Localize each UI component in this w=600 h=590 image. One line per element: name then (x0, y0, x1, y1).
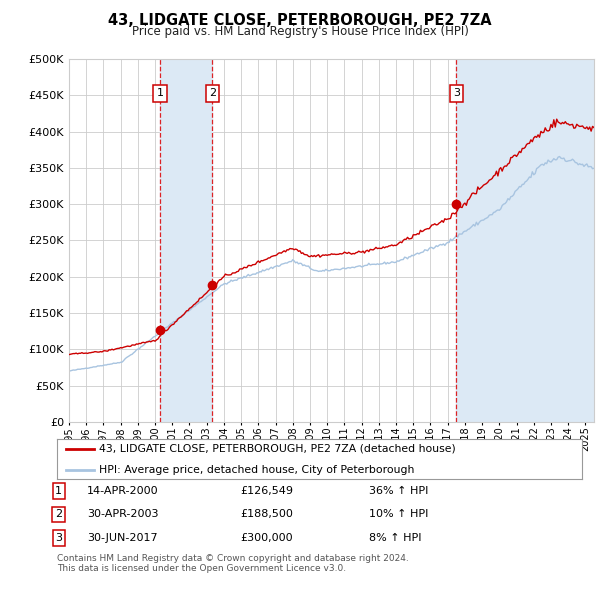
Text: 3: 3 (453, 88, 460, 99)
Text: 30-APR-2003: 30-APR-2003 (87, 510, 158, 519)
Text: 2: 2 (209, 88, 216, 99)
Text: 2: 2 (55, 510, 62, 519)
Text: 1: 1 (157, 88, 164, 99)
Text: 43, LIDGATE CLOSE, PETERBOROUGH, PE2 7ZA (detached house): 43, LIDGATE CLOSE, PETERBOROUGH, PE2 7ZA… (99, 444, 456, 454)
Text: 43, LIDGATE CLOSE, PETERBOROUGH, PE2 7ZA: 43, LIDGATE CLOSE, PETERBOROUGH, PE2 7ZA (108, 13, 492, 28)
Bar (160, 59, 212, 422)
Text: £188,500: £188,500 (240, 510, 293, 519)
Text: Contains HM Land Registry data © Crown copyright and database right 2024.: Contains HM Land Registry data © Crown c… (57, 553, 409, 563)
Text: 30-JUN-2017: 30-JUN-2017 (87, 533, 158, 543)
Text: This data is licensed under the Open Government Licence v3.0.: This data is licensed under the Open Gov… (57, 564, 346, 573)
Text: 1: 1 (55, 486, 62, 496)
Text: £126,549: £126,549 (240, 486, 293, 496)
Text: 36% ↑ HPI: 36% ↑ HPI (369, 486, 428, 496)
Bar (456, 59, 594, 422)
Text: 3: 3 (55, 533, 62, 543)
Text: £300,000: £300,000 (240, 533, 293, 543)
Text: 14-APR-2000: 14-APR-2000 (87, 486, 158, 496)
Text: HPI: Average price, detached house, City of Peterborough: HPI: Average price, detached house, City… (99, 466, 415, 476)
Text: 10% ↑ HPI: 10% ↑ HPI (369, 510, 428, 519)
Text: 8% ↑ HPI: 8% ↑ HPI (369, 533, 421, 543)
Text: Price paid vs. HM Land Registry's House Price Index (HPI): Price paid vs. HM Land Registry's House … (131, 25, 469, 38)
